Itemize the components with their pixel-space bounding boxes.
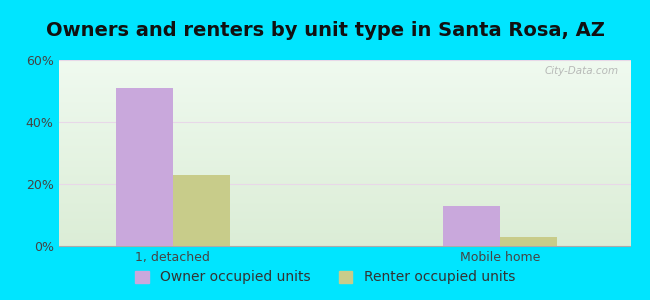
Bar — [443, 206, 500, 246]
Text: Owners and renters by unit type in Santa Rosa, AZ: Owners and renters by unit type in Santa… — [46, 21, 605, 40]
Text: City-Data.com: City-Data.com — [545, 66, 619, 76]
Bar — [173, 175, 230, 246]
Bar — [116, 88, 173, 246]
Bar — [500, 237, 557, 246]
Legend: Owner occupied units, Renter occupied units: Owner occupied units, Renter occupied un… — [129, 265, 521, 290]
